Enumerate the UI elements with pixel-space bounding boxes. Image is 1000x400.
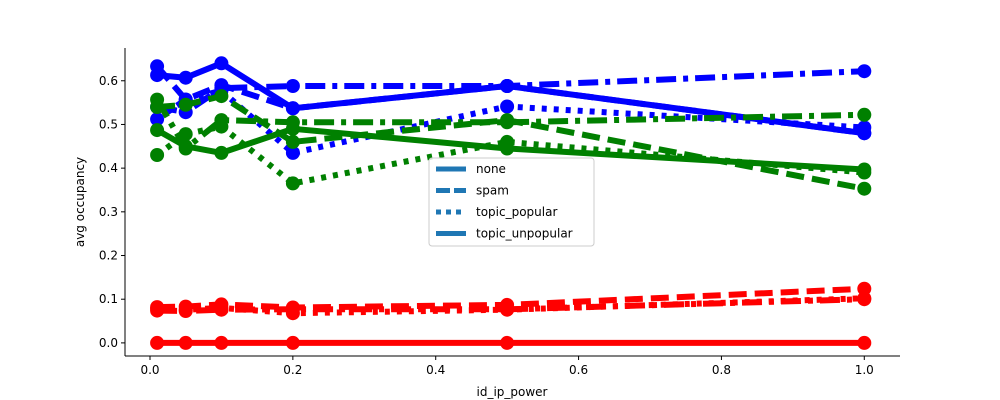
x-tick-label: 0.4 bbox=[426, 363, 445, 377]
y-tick-label: 0.1 bbox=[99, 292, 118, 306]
data-point bbox=[178, 97, 193, 112]
data-point bbox=[150, 59, 165, 74]
y-tick-label: 0.3 bbox=[99, 205, 118, 219]
x-tick-label: 0.8 bbox=[712, 363, 731, 377]
data-point bbox=[150, 123, 165, 138]
y-axis-label: avg occupancy bbox=[73, 157, 87, 247]
series-line bbox=[156, 93, 865, 192]
data-point bbox=[500, 99, 515, 114]
data-point bbox=[214, 302, 229, 317]
data-point bbox=[214, 56, 229, 71]
legend-item: topic_popular bbox=[436, 205, 557, 219]
legend-item: spam bbox=[436, 184, 509, 198]
data-point bbox=[178, 335, 193, 350]
y-tick-label: 0.4 bbox=[99, 161, 118, 175]
data-point bbox=[285, 145, 300, 160]
data-point bbox=[150, 112, 165, 127]
legend-label: topic_popular bbox=[476, 205, 557, 219]
data-point bbox=[500, 335, 515, 350]
legend-label: none bbox=[476, 162, 506, 176]
axes: 0.0 0.2 0.4 0.6 0.8 1.0 0.0 0.1 0.2 0.3 0.4 0.5 0.6… bbox=[73, 48, 900, 399]
data-point bbox=[857, 181, 872, 196]
y-ticks: 0.0 0.1 0.2 0.3 0.4 0.5 0.6 bbox=[99, 74, 125, 350]
series-line bbox=[154, 64, 865, 137]
legend-item: topic_unpopular bbox=[436, 227, 573, 241]
data-point bbox=[285, 176, 300, 191]
x-axis-label: id_ip_power bbox=[477, 385, 548, 399]
data-point bbox=[857, 292, 872, 307]
data-point bbox=[150, 303, 165, 318]
data-point bbox=[857, 64, 872, 79]
data-point bbox=[857, 107, 872, 122]
data-point bbox=[150, 92, 165, 107]
data-point bbox=[857, 120, 872, 135]
data-point bbox=[500, 115, 515, 130]
x-tick-label: 0.2 bbox=[283, 363, 302, 377]
series-line bbox=[157, 296, 865, 314]
legend-item: none bbox=[436, 162, 506, 176]
data-point bbox=[857, 165, 872, 180]
data-point bbox=[214, 113, 229, 128]
series-line bbox=[154, 98, 865, 152]
legend: none spam topic_popular topic_unpopular bbox=[428, 157, 595, 247]
legend-box bbox=[428, 157, 595, 247]
x-ticks: 0.0 0.2 0.4 0.6 0.8 1.0 bbox=[140, 356, 874, 377]
legend-label: topic_unpopular bbox=[476, 227, 573, 241]
data-point bbox=[150, 335, 165, 350]
data-point bbox=[150, 148, 165, 162]
y-tick-label: 0.2 bbox=[99, 249, 118, 263]
data-point bbox=[285, 302, 300, 317]
series-8 bbox=[150, 335, 872, 350]
legend-items: none spam topic_popular topic_unpopular bbox=[436, 162, 573, 241]
data-point bbox=[178, 70, 193, 85]
data-point bbox=[214, 89, 229, 104]
data-point bbox=[285, 335, 300, 350]
data-point bbox=[285, 115, 300, 130]
data-point bbox=[178, 304, 193, 318]
data-point bbox=[285, 134, 300, 149]
y-tick-label: 0.6 bbox=[99, 74, 118, 88]
data-point bbox=[285, 101, 300, 116]
series-7 bbox=[150, 92, 872, 156]
data-point bbox=[500, 302, 515, 317]
x-tick-label: 0.0 bbox=[140, 363, 159, 377]
x-tick-label: 0.6 bbox=[569, 363, 588, 377]
data-point bbox=[214, 145, 229, 160]
y-tick-label: 0.0 bbox=[99, 336, 118, 350]
data-point bbox=[500, 79, 515, 93]
data-point bbox=[857, 335, 872, 350]
series-11 bbox=[150, 292, 872, 318]
data-point bbox=[285, 79, 300, 93]
data-point bbox=[500, 134, 515, 149]
data-point bbox=[178, 141, 193, 156]
data-point bbox=[857, 281, 872, 296]
x-tick-label: 1.0 bbox=[855, 363, 874, 377]
series-line bbox=[156, 68, 865, 116]
legend-label: spam bbox=[476, 184, 509, 198]
y-tick-label: 0.5 bbox=[99, 117, 118, 131]
data-point bbox=[214, 335, 229, 350]
series-layer bbox=[150, 56, 872, 350]
